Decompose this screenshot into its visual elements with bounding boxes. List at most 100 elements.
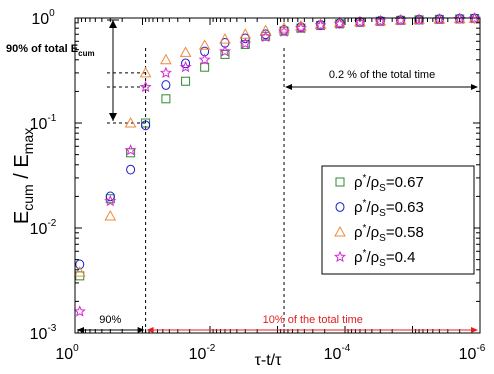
legend-value: =0.4 bbox=[386, 249, 416, 266]
data-point-triangle bbox=[179, 46, 192, 57]
data-point-square bbox=[200, 62, 210, 72]
legend-subscript: S bbox=[379, 183, 386, 194]
zero-two-arrow-head-right bbox=[471, 84, 478, 90]
x-tick-base: 10 bbox=[459, 346, 477, 363]
total-energy-label: 90% of total E bbox=[6, 43, 78, 55]
x-tick-base: 10 bbox=[55, 346, 73, 363]
ninety-arrow-head-left bbox=[77, 327, 84, 333]
energy-arrow-head-down bbox=[109, 113, 117, 121]
data-point-square bbox=[181, 76, 191, 86]
y-title-sub-max: max bbox=[20, 128, 36, 154]
legend-rho-s: /ρ bbox=[366, 199, 379, 216]
data-point-triangle bbox=[413, 13, 425, 25]
energy-arrow-head-up bbox=[109, 20, 117, 28]
x-tick-base: 10 bbox=[324, 346, 342, 363]
legend-rho: ρ bbox=[354, 174, 363, 191]
legend-rho: ρ bbox=[354, 199, 363, 216]
data-point-square bbox=[240, 39, 250, 49]
y-tick-exponent: 0 bbox=[49, 8, 55, 19]
ten-percent-label: 10% of the total time bbox=[263, 314, 363, 326]
zero-two-percent-label: 0.2 % of the total time bbox=[329, 69, 435, 81]
legend-superscript: * bbox=[363, 173, 367, 184]
total-energy-subscript: cum bbox=[78, 49, 94, 58]
y-tick-base: 10 bbox=[30, 221, 48, 238]
data-point-square bbox=[126, 148, 136, 158]
ninety-arrow-head-right bbox=[137, 327, 145, 333]
x-tick-exponent: 0 bbox=[73, 343, 79, 354]
x-tick-label: 10-2 bbox=[189, 343, 216, 363]
data-point-star bbox=[239, 37, 252, 49]
legend-marker-square bbox=[335, 177, 345, 187]
series-triangle bbox=[73, 12, 481, 277]
data-point-triangle bbox=[394, 14, 407, 25]
data-point-star bbox=[278, 25, 291, 37]
legend-subscript: S bbox=[379, 208, 386, 219]
y-tick-base: 10 bbox=[31, 11, 49, 28]
legend-entry-label: ρ*/ρS=0.67 bbox=[354, 173, 424, 194]
y-tick-exponent: -3 bbox=[47, 323, 56, 334]
ten-arrow-head-left bbox=[146, 327, 154, 333]
legend-entry-label: ρ*/ρS=0.63 bbox=[354, 198, 424, 219]
legend-rho-s: /ρ bbox=[366, 249, 379, 266]
y-title-sub-cum: cum bbox=[20, 184, 36, 210]
data-point-triangle bbox=[160, 53, 172, 65]
data-point-square bbox=[141, 118, 151, 128]
data-point-circle bbox=[181, 58, 191, 69]
x-tick-exponent: -4 bbox=[341, 343, 350, 354]
y-tick-exponent: -1 bbox=[47, 113, 56, 124]
y-title-e: E bbox=[11, 211, 33, 224]
data-point-star bbox=[124, 143, 137, 156]
data-point-star bbox=[468, 12, 481, 24]
x-tick-label: 10-6 bbox=[459, 343, 486, 363]
data-point-star bbox=[333, 17, 346, 29]
legend-value: =0.63 bbox=[386, 199, 424, 216]
y-tick-base: 10 bbox=[30, 116, 48, 133]
data-point-star bbox=[394, 14, 407, 26]
data-point-star bbox=[374, 15, 387, 27]
legend-marker-circle bbox=[335, 202, 345, 212]
ninety-percent-label: 90% bbox=[99, 314, 121, 326]
data-point-triangle bbox=[354, 15, 366, 27]
data-point-star bbox=[353, 15, 366, 28]
data-point-triangle bbox=[124, 116, 137, 128]
data-point-square bbox=[105, 194, 115, 204]
data-point-circle bbox=[105, 191, 115, 202]
legend-rho: ρ bbox=[354, 224, 363, 241]
data-point-star bbox=[104, 194, 117, 207]
zero-two-arrow-head-left bbox=[285, 84, 293, 90]
y-axis-title: Ecum / Emax bbox=[11, 128, 36, 224]
legend-value: =0.58 bbox=[386, 224, 424, 241]
x-tick-label: 100 bbox=[55, 343, 79, 363]
legend-value: =0.67 bbox=[386, 174, 424, 191]
data-point-star bbox=[159, 66, 172, 79]
data-point-circle bbox=[141, 120, 151, 131]
ten-arrow-head-right bbox=[471, 327, 478, 333]
legend-superscript: * bbox=[363, 248, 367, 259]
legend-subscript: S bbox=[379, 258, 386, 269]
legend-marker-triangle bbox=[334, 225, 346, 237]
y-tick-label: 10-3 bbox=[30, 323, 57, 343]
x-tick-base: 10 bbox=[189, 346, 207, 363]
legend-superscript: * bbox=[363, 223, 367, 234]
legend: ρ*/ρS=0.67ρ*/ρS=0.63ρ*/ρS=0.58ρ*/ρS=0.4 bbox=[321, 165, 475, 275]
data-point-square bbox=[161, 94, 171, 104]
x-tick-label: 10-4 bbox=[324, 343, 351, 363]
data-point-triangle bbox=[139, 66, 152, 78]
y-tick-base: 10 bbox=[30, 326, 48, 343]
legend-rho-s: /ρ bbox=[366, 174, 379, 191]
data-point-square bbox=[220, 49, 230, 59]
x-tick-exponent: -6 bbox=[476, 343, 485, 354]
data-point-star bbox=[314, 19, 327, 31]
legend-marker-star bbox=[334, 250, 346, 263]
data-point-star bbox=[139, 80, 152, 93]
data-point-star bbox=[259, 30, 272, 43]
y-tick-label: 100 bbox=[31, 8, 55, 28]
data-point-triangle bbox=[374, 14, 387, 26]
axis-titles: τ-t/τ Ecum / Emax bbox=[11, 128, 282, 369]
data-point-triangle bbox=[278, 22, 290, 33]
legend-rho: ρ bbox=[354, 249, 363, 266]
data-point-triangle bbox=[219, 33, 231, 44]
data-point-circle bbox=[126, 164, 136, 175]
